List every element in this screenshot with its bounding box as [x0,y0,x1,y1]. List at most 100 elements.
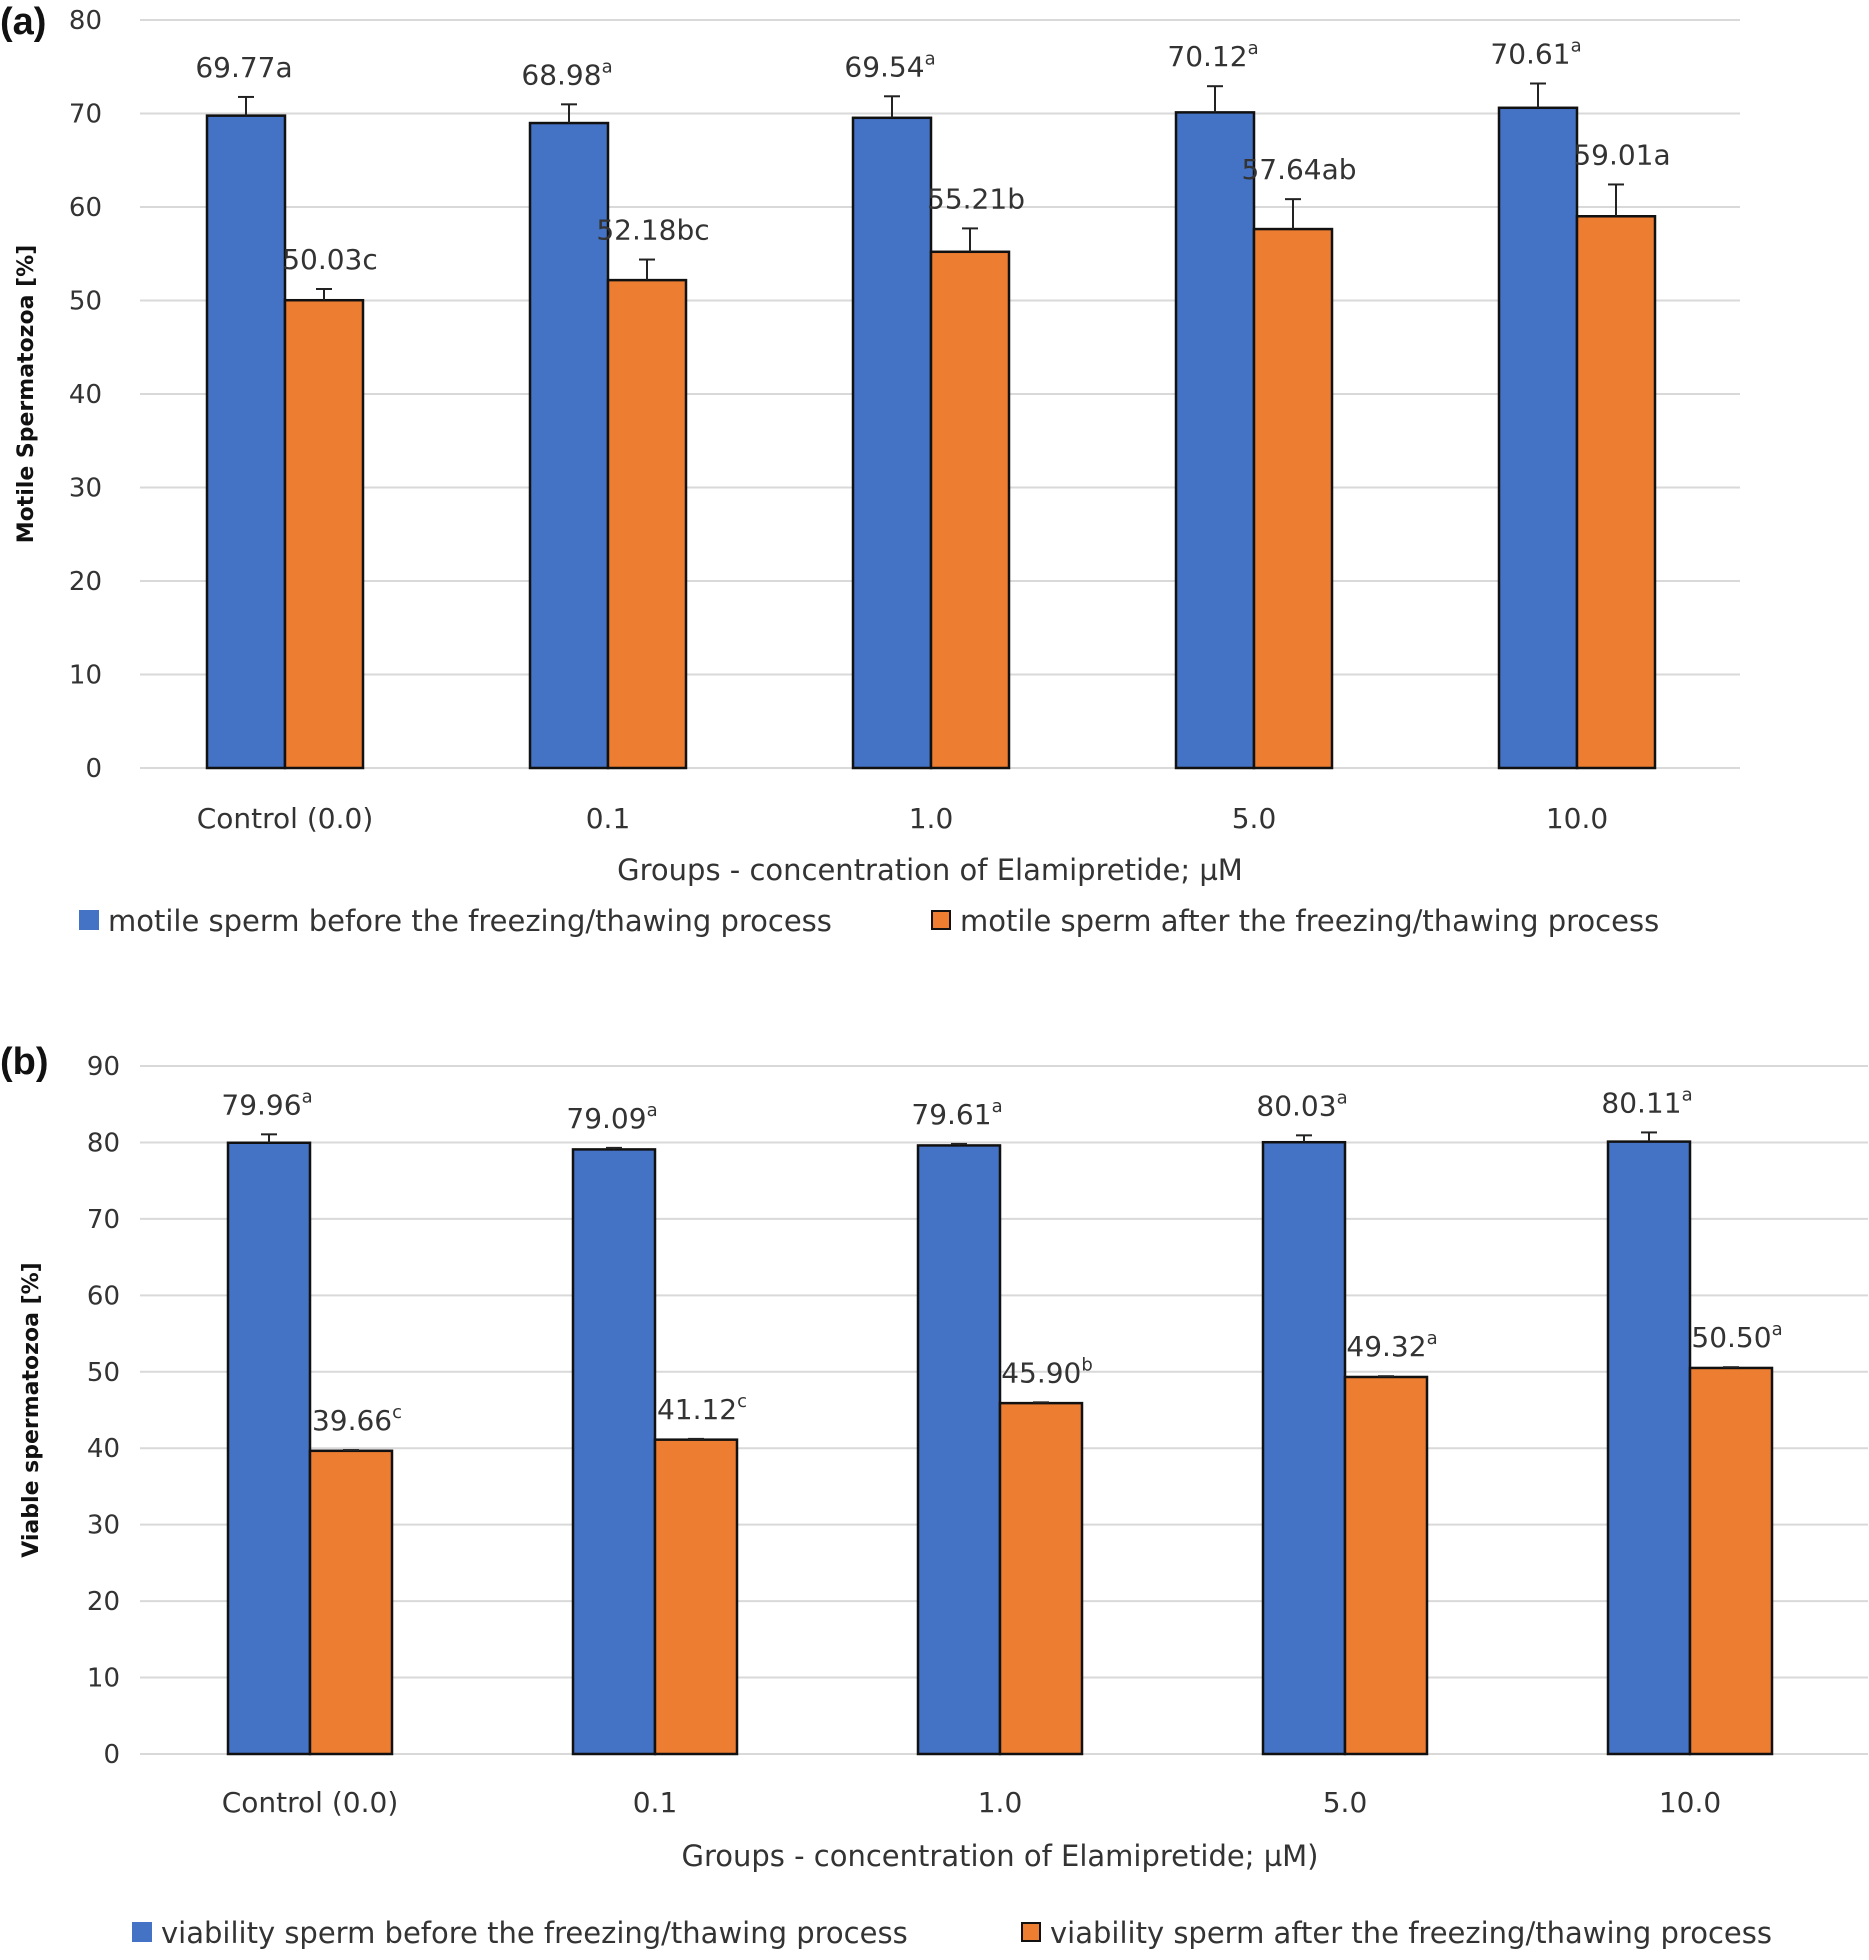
bar [916,1144,1002,1756]
data-label-letter: a [1654,138,1671,171]
data-label-superscript: a [1772,1319,1783,1340]
data-label-superscript: a [1248,38,1259,59]
x-tick-label: 0.1 [586,802,631,835]
data-label-superscript: a [647,1100,658,1121]
bar [929,250,1011,770]
data-label: 55.21b [927,182,1025,215]
legend-swatch [931,910,951,930]
x-tick-label: 5.0 [1323,1786,1368,1819]
data-label-value: 69.54 [844,50,924,83]
data-label-value: 57.64 [1241,153,1321,186]
panel-a-chart: (a) 0 10 20 30 40 50 60 70 80 Motile Spermatozoa [… [0,1,1740,938]
y-tick-label: 10 [87,1664,120,1694]
data-label-value: 69.77 [195,51,275,84]
data-label: 39.66c [312,1402,402,1437]
y-tick-label: 70 [87,1205,120,1235]
bar [226,1141,312,1756]
y-tick-label: 30 [87,1511,120,1541]
bar [571,1148,657,1756]
data-label-superscript: a [1571,35,1582,56]
legend-entry: viability sperm before the freezing/thaw… [161,1916,908,1950]
data-label: 69.77a [195,51,292,84]
x-axis-label: Groups - concentration of Elamipretide; … [682,1839,1319,1873]
x-tick-label: 10.0 [1546,802,1608,835]
bar [1575,215,1657,770]
bar [528,121,610,770]
data-label: 57.64ab [1241,153,1356,186]
data-label-superscript: c [737,1391,747,1412]
bar [1252,227,1334,770]
x-tick-label: 10.0 [1659,1786,1721,1819]
data-label-value: 80.11 [1601,1086,1681,1119]
bar [1343,1375,1429,1756]
data-label: 70.12a [1167,38,1258,73]
x-tick-label: Control (0.0) [197,802,374,835]
bar [851,116,933,770]
bar [653,1438,739,1756]
legend-swatch [132,1922,152,1942]
y-tick-label: 80 [69,6,102,36]
data-label-value: 50.50 [1691,1321,1771,1354]
y-tick-label: 50 [87,1358,120,1388]
y-axis-label: Viable spermatozoa [%] [19,1262,44,1558]
x-tick-label: 0.1 [633,1786,678,1819]
data-label-value: 41.12 [657,1393,737,1426]
data-label-letter: bc [677,214,710,247]
data-label-superscript: a [1427,1328,1438,1349]
y-tick-label: 20 [69,567,102,597]
data-label: 50.03c [282,243,378,276]
y-tick-label: 50 [69,287,102,317]
panel-letter: (b) [0,1041,49,1083]
y-tick-label: 60 [69,193,102,223]
data-label-value: 70.61 [1490,37,1570,70]
data-label-superscript: a [1337,1087,1348,1108]
y-tick-label: 60 [87,1281,120,1311]
y-axis-label: Motile Spermatozoa [%] [14,245,39,544]
data-label-value: 79.61 [911,1098,991,1131]
x-tick-label: 1.0 [909,802,954,835]
data-label: 70.61a [1490,35,1581,70]
legend-entry: motile sperm after the freezing/thawing … [960,904,1659,938]
data-label-value: 39.66 [312,1404,392,1437]
y-tick-label: 20 [87,1587,120,1617]
bar [998,1401,1084,1756]
data-label-letter: c [362,243,377,276]
data-label: 50.50a [1691,1319,1782,1354]
x-tick-label: Control (0.0) [222,1786,399,1819]
bar [205,114,287,770]
y-tick-label: 90 [87,1052,120,1082]
bar [283,298,365,770]
data-label-letter: b [1007,182,1025,215]
data-label-superscript: c [392,1402,402,1423]
data-label: 79.61a [911,1096,1002,1131]
data-label-value: 79.09 [566,1102,646,1135]
y-tick-label: 10 [69,661,102,691]
data-label: 45.90b [1001,1354,1093,1389]
data-label-value: 49.32 [1346,1330,1426,1363]
bar [1261,1140,1347,1756]
panel-b-chart: (b) 0 10 20 30 40 50 60 70 80 90 Viable spermatozoa… [0,1041,1868,1950]
data-label-letter: a [276,51,293,84]
legend-entry: motile sperm before the freezing/thawing… [108,904,832,938]
data-label-value: 79.96 [221,1088,301,1121]
data-label: 49.32a [1346,1328,1437,1363]
data-label-superscript: b [1081,1354,1092,1375]
data-label: 80.11a [1601,1084,1692,1119]
data-label: 52.18bc [596,214,709,247]
data-label: 68.98a [521,56,612,91]
bar [1174,111,1256,770]
legend-entry: viability sperm after the freezing/thawi… [1050,1916,1772,1950]
data-label-superscript: a [302,1086,313,1107]
bar [308,1449,394,1756]
bar [606,278,688,770]
data-label: 41.12c [657,1391,747,1426]
y-tick-label: 0 [85,754,102,784]
data-label: 59.01a [1573,138,1670,171]
data-label-value: 68.98 [521,58,601,91]
data-label-value: 70.12 [1167,40,1247,73]
data-label: 69.54a [844,48,935,83]
data-label-value: 59.01 [1573,138,1653,171]
legend-swatch [1021,1922,1041,1942]
y-tick-label: 80 [87,1128,120,1158]
